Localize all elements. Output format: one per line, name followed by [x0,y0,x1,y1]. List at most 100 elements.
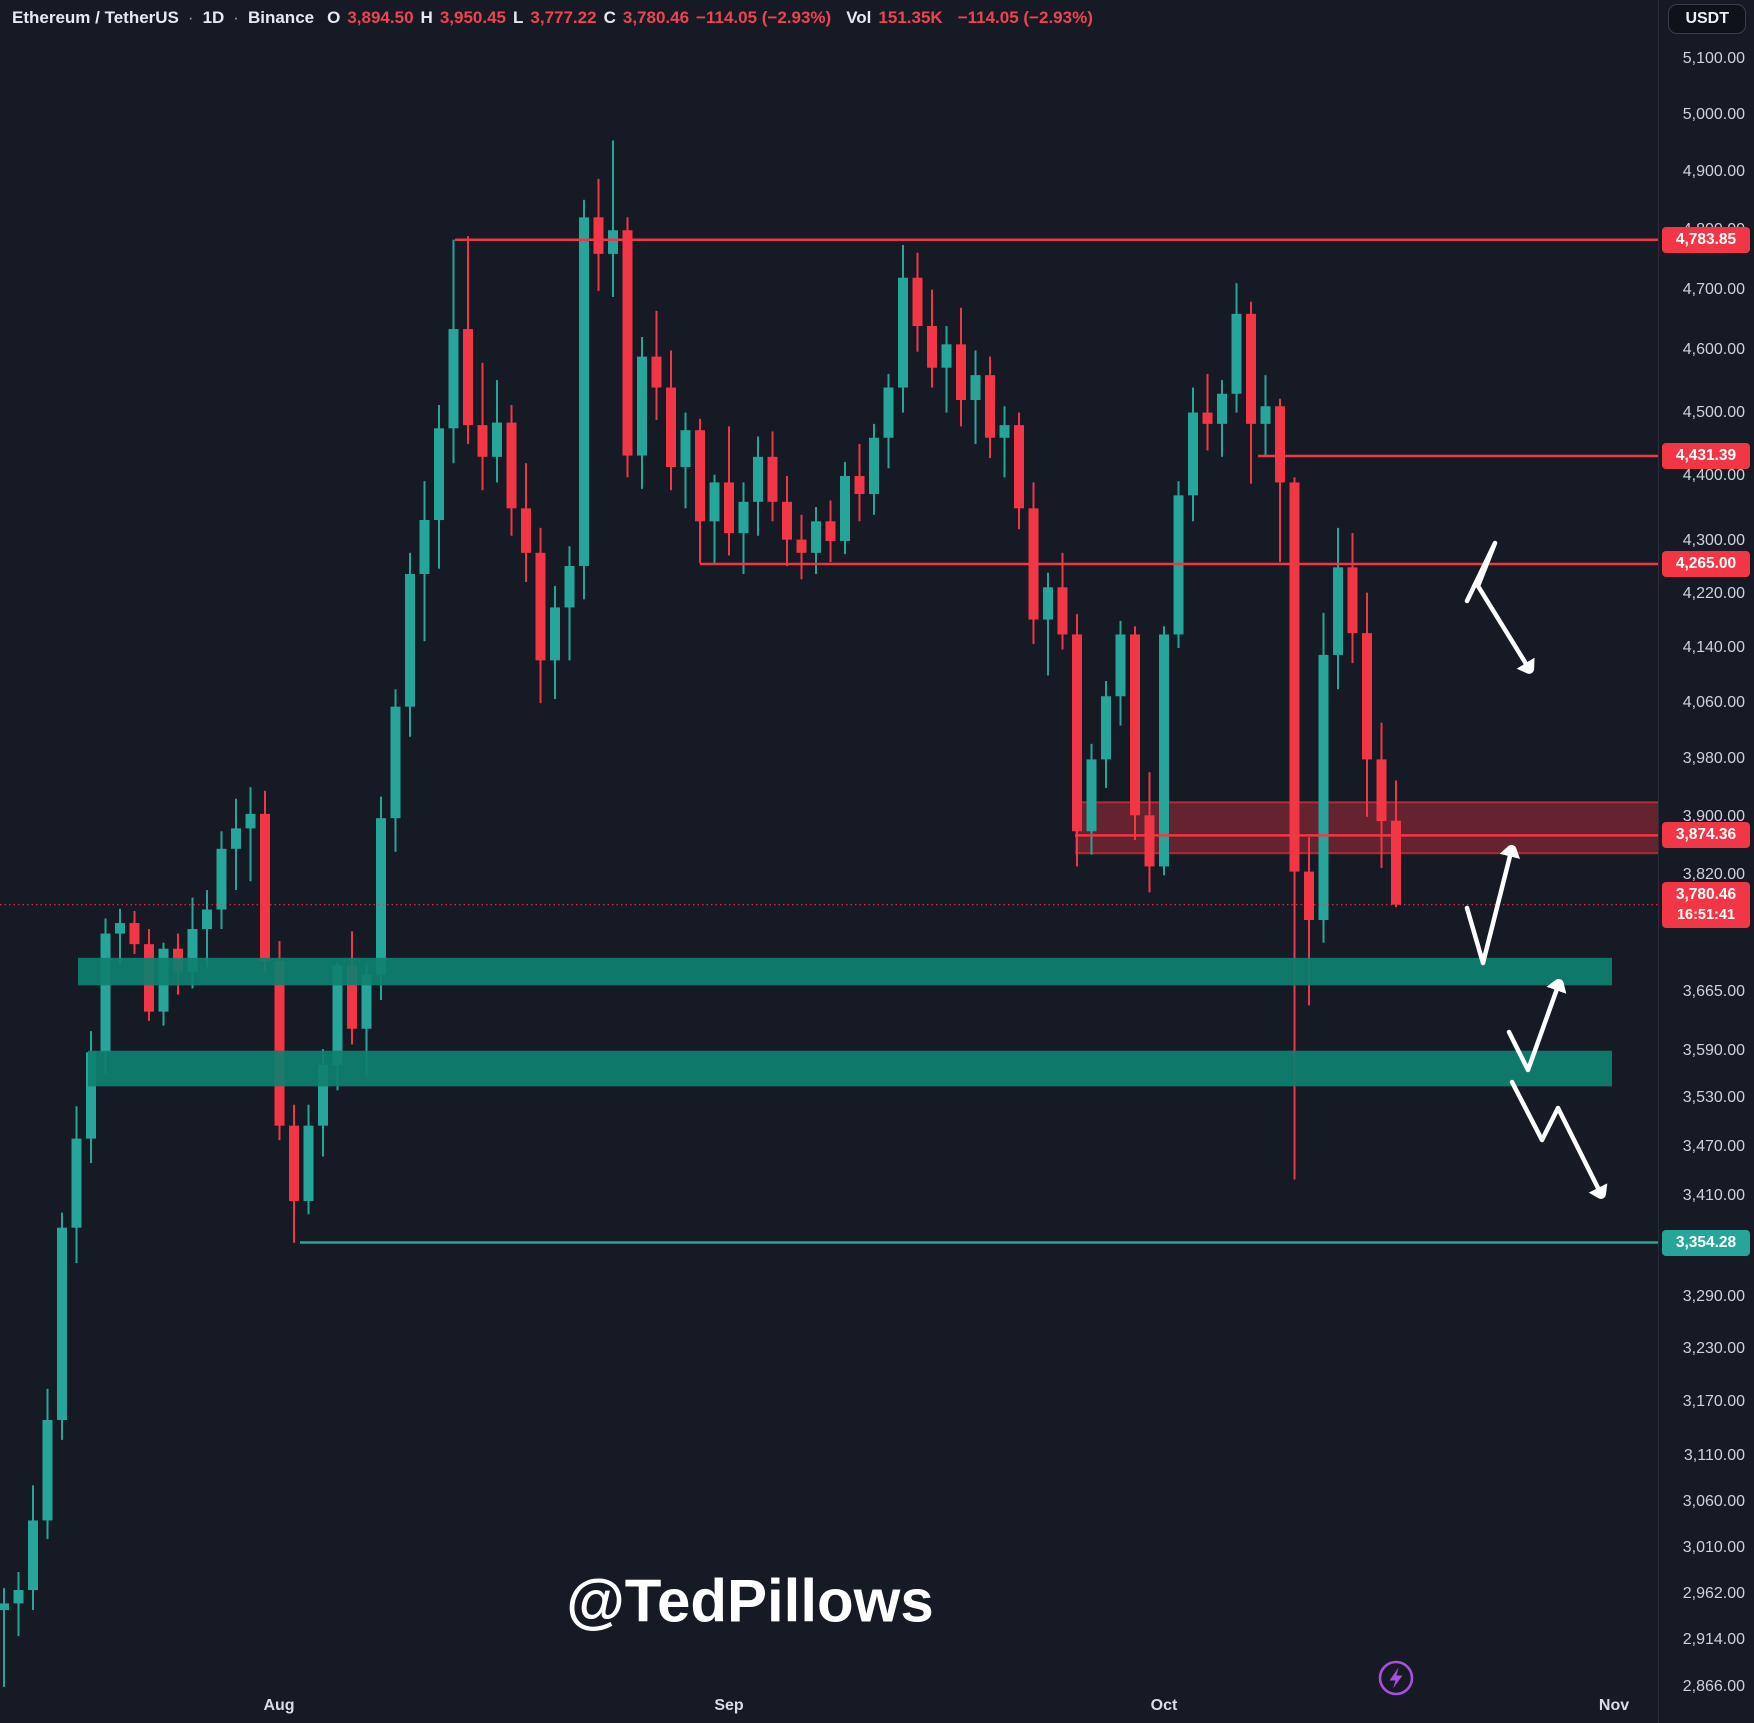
candle [260,790,270,974]
price-tick-label: 4,500.00 [1682,403,1745,421]
candle [651,310,662,421]
candle [1057,552,1068,650]
candle-wick [1047,572,1049,676]
candle-body [1072,634,1082,832]
price-tick-label: 4,300.00 [1682,531,1745,549]
candle [1289,477,1300,1180]
candle [1115,620,1126,726]
candle-body [912,277,923,327]
candle [927,289,937,388]
price-tick-label: 4,400.00 [1682,467,1745,485]
candle [724,426,734,556]
candle-body [970,375,981,401]
candle [202,890,212,967]
candle [0,1588,9,1687]
candle-body [825,521,836,541]
candle-body [260,813,270,961]
candle [332,961,343,1091]
price-tick-label: 3,060.00 [1682,1492,1745,1510]
candle-body [1086,759,1097,832]
candle-body [811,521,821,553]
drawn-arrow[interactable] [1464,852,1511,966]
candle [361,963,372,1076]
candle-body [1289,482,1300,872]
current-price-label: 3,780.46 16:51:41 [1662,881,1750,928]
drawn-arrow[interactable] [1509,1079,1600,1192]
candle [898,244,908,413]
candle [550,585,560,700]
time-axis[interactable]: Aug Sep Oct Nov [0,1692,1754,1723]
month-label: Sep [714,1697,744,1714]
candle [1014,412,1024,530]
candle-body [999,425,1010,438]
candle-body [1231,313,1242,394]
candle [1130,626,1140,841]
candle [521,463,531,582]
candle [767,431,778,522]
candle-body [463,329,473,426]
price-tick-label: 4,060.00 [1682,694,1745,712]
candle-body [767,456,778,502]
price-tick-label: 4,700.00 [1682,280,1745,298]
candle [231,798,241,891]
symbol-title[interactable]: Ethereum / TetherUS [12,8,179,27]
candle-wick [3,1588,5,1687]
drawn-arrow[interactable] [1464,540,1528,667]
candle-body [448,329,459,429]
candle [477,362,488,491]
candle-body [1130,634,1140,816]
exchange-label[interactable]: Binance [247,8,315,27]
candle-body [695,430,705,522]
candle-body [854,476,865,495]
candle-body [216,848,227,910]
candle [1275,398,1285,563]
price-level-label: 4,265.00 [1662,551,1750,578]
price-tick-label: 3,590.00 [1682,1041,1745,1059]
lightning-icon[interactable] [1374,1656,1418,1700]
interval-label[interactable]: 1D [202,8,225,27]
candle [637,336,647,489]
candle-body [1043,587,1053,620]
candle-body [57,1227,67,1421]
candle-body [1144,815,1155,867]
low-value: 3,777.22 [530,8,597,27]
candle [535,527,546,704]
price-tick-label: 2,914.00 [1682,1631,1745,1648]
candle [811,507,821,574]
projection-arrows[interactable] [1464,540,1600,1192]
candle-body [231,828,241,849]
support-band[interactable] [88,1050,1612,1087]
candle-body [1260,406,1271,424]
candle [695,418,705,564]
high-value: 3,950.45 [439,8,506,27]
candle-body [1333,567,1343,655]
candle [405,552,415,737]
candle [347,931,357,1045]
candle-body [245,813,256,829]
candle [593,178,604,291]
candle [274,941,285,1141]
candle-body [579,217,589,567]
candle-body [434,428,444,521]
candle-body [1304,871,1314,921]
candle-body [782,501,792,540]
candle [303,1104,314,1215]
currency-toggle-button[interactable]: USDT [1668,4,1746,34]
candle [622,217,633,478]
support-bands[interactable] [78,957,1612,1087]
candle-body [535,552,546,661]
horizontal-level-lines[interactable] [0,238,1658,1244]
candle-body [1101,696,1111,760]
candle [941,326,952,413]
candle-body [927,326,937,368]
price-axis[interactable]: 5,100.005,000.004,900.004,800.004,700.00… [1658,0,1754,1723]
volume-value: 151.35K [878,8,943,27]
candle-body [1217,393,1227,424]
candle-wick [17,1572,20,1637]
support-band[interactable] [78,957,1612,986]
drawn-arrow[interactable] [1506,986,1558,1073]
candle-body [100,933,111,1053]
candle-body [608,230,618,254]
bar-countdown: 16:51:41 [1676,906,1736,923]
